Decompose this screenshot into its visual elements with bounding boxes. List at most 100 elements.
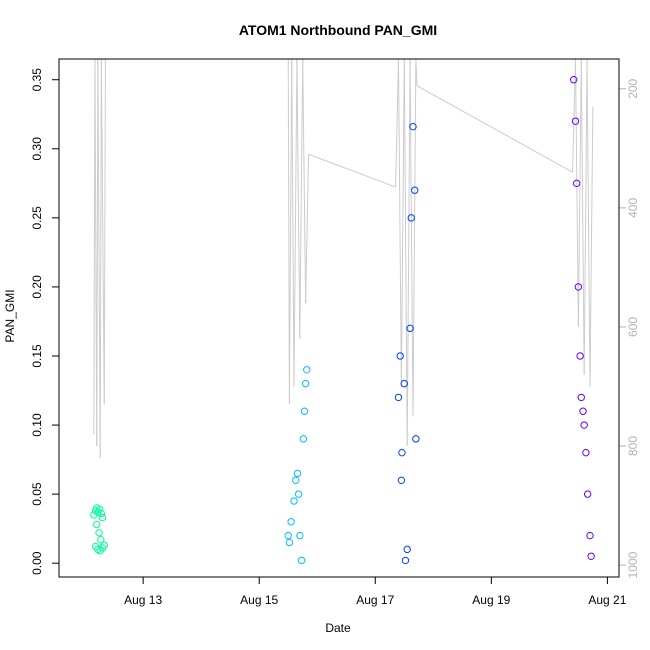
data-point — [397, 476, 406, 485]
data-point — [299, 435, 308, 443]
data-point — [100, 541, 108, 549]
data-point — [293, 469, 302, 478]
secondary-line-segment — [589, 106, 594, 387]
x-tick-label: Aug 21 — [588, 593, 626, 607]
secondary-line-segment — [291, 58, 295, 387]
x-axis-label: Date — [325, 621, 351, 635]
data-point — [583, 490, 592, 498]
data-point — [587, 552, 595, 560]
y2-tick-label: 800 — [626, 436, 640, 456]
y-tick-label: 0.05 — [30, 482, 44, 506]
secondary-line-segment — [293, 58, 298, 387]
data-point — [297, 556, 306, 565]
secondary-line-segment — [586, 58, 591, 387]
data-point — [284, 531, 292, 540]
data-point — [580, 421, 588, 429]
secondary-line-segment — [395, 58, 399, 188]
data-point — [394, 393, 403, 402]
data-point — [570, 76, 578, 84]
secondary-line-segment — [400, 58, 405, 387]
data-point — [572, 179, 581, 188]
y2-tick-label: 600 — [626, 317, 640, 337]
data-point — [579, 407, 587, 415]
data-point — [409, 122, 417, 131]
secondary-line-segment — [580, 58, 585, 375]
y-tick-label: 0.30 — [30, 137, 44, 161]
secondary-line-segment — [574, 58, 579, 327]
y-tick-label: 0.35 — [30, 68, 44, 92]
points-layer — [90, 76, 595, 565]
secondary-series-layer — [93, 58, 594, 458]
data-point — [303, 366, 311, 374]
data-point — [300, 407, 309, 415]
y-tick-label: 0.00 — [30, 551, 44, 575]
data-point — [98, 513, 107, 522]
data-point — [400, 379, 408, 388]
data-point — [296, 531, 304, 540]
y-tick-label: 0.20 — [30, 275, 44, 299]
secondary-line-segment — [296, 58, 301, 339]
chart-title: ATOM1 Northbound PAN_GMI — [239, 22, 437, 38]
y-tick-label: 0.15 — [30, 344, 44, 368]
secondary-line-segment — [577, 58, 582, 327]
data-point — [290, 497, 298, 505]
data-point — [403, 545, 411, 554]
secondary-line-segment — [103, 58, 106, 405]
x-tick-label: Aug 17 — [356, 593, 394, 607]
secondary-line-segment — [412, 58, 417, 417]
data-point — [401, 556, 410, 565]
secondary-line-segment — [397, 58, 402, 387]
y2-tick-label: 200 — [626, 78, 640, 98]
data-point — [95, 505, 104, 514]
data-point — [396, 352, 404, 360]
y2-tick-label: 400 — [626, 198, 640, 218]
x-tick-label: Aug 19 — [472, 593, 510, 607]
y-tick-label: 0.25 — [30, 206, 44, 230]
data-point — [412, 435, 420, 443]
secondary-line-segment — [99, 58, 102, 458]
data-point — [582, 448, 590, 457]
secondary-line-segment — [288, 58, 293, 405]
secondary-line-segment — [409, 58, 414, 417]
secondary-line-segment — [572, 58, 576, 173]
secondary-line-segment — [308, 153, 396, 188]
data-point — [398, 448, 406, 457]
secondary-line-segment — [406, 58, 411, 447]
plot-frame — [58, 58, 620, 578]
data-point — [301, 379, 310, 388]
data-point — [95, 529, 103, 537]
data-point — [294, 490, 303, 498]
data-point — [411, 186, 419, 194]
secondary-line-segment — [96, 58, 99, 447]
data-point — [407, 214, 415, 222]
secondary-line-segment — [97, 58, 101, 458]
data-point — [292, 476, 300, 485]
data-point — [287, 518, 295, 526]
secondary-line-segment — [403, 58, 408, 447]
secondary-line-segment — [583, 58, 588, 375]
x-tick-label: Aug 15 — [240, 593, 278, 607]
secondary-line-segment — [415, 58, 418, 86]
secondary-line-segment — [305, 154, 310, 304]
y-tick-label: 0.10 — [30, 413, 44, 437]
data-point — [574, 283, 583, 291]
secondary-line-segment — [302, 58, 307, 304]
data-point — [93, 520, 101, 529]
secondary-line-segment — [416, 85, 573, 173]
data-point — [97, 536, 105, 544]
secondary-line-segment — [287, 58, 290, 405]
y-axis-label: PAN_GMI — [3, 289, 17, 342]
data-point — [406, 324, 414, 333]
data-point — [285, 538, 294, 547]
secondary-line-segment — [299, 58, 304, 339]
x-tick-label: Aug 13 — [124, 593, 162, 607]
data-point — [576, 352, 584, 360]
data-point — [571, 117, 580, 125]
axes-layer: Aug 13 Aug 15 Aug 17 Aug 19 Aug 21 0.00 0.05 0.… — [30, 68, 640, 607]
data-point — [586, 531, 594, 540]
y2-tick-label: 1000 — [626, 551, 640, 578]
data-point — [97, 509, 106, 518]
data-point — [577, 393, 585, 402]
secondary-line-segment — [100, 58, 105, 405]
